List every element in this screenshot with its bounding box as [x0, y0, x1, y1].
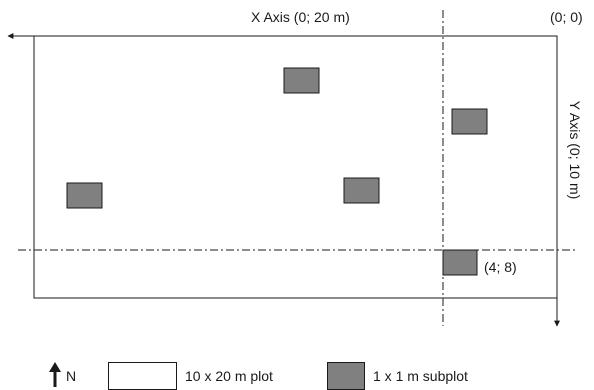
- subplot: [451, 108, 488, 135]
- subplot-marked: [442, 249, 478, 276]
- legend-subplot-label: 1 x 1 m subplot: [373, 368, 468, 384]
- legend-plot-label: 10 x 20 m plot: [185, 368, 273, 384]
- north-label: N: [66, 368, 77, 384]
- origin-label: (0; 0): [550, 9, 583, 25]
- subplot: [283, 67, 320, 94]
- y-axis-label: Y Axis (0; 10 m): [567, 100, 583, 200]
- marked-point-label: (4; 8): [484, 259, 517, 275]
- subplot: [66, 182, 103, 209]
- subplot: [343, 177, 380, 204]
- x-axis-label: X Axis (0; 20 m): [251, 9, 350, 25]
- north-arrow-icon: [49, 362, 61, 387]
- legend-plot-swatch: [108, 362, 177, 390]
- legend-subplot-swatch: [327, 362, 365, 390]
